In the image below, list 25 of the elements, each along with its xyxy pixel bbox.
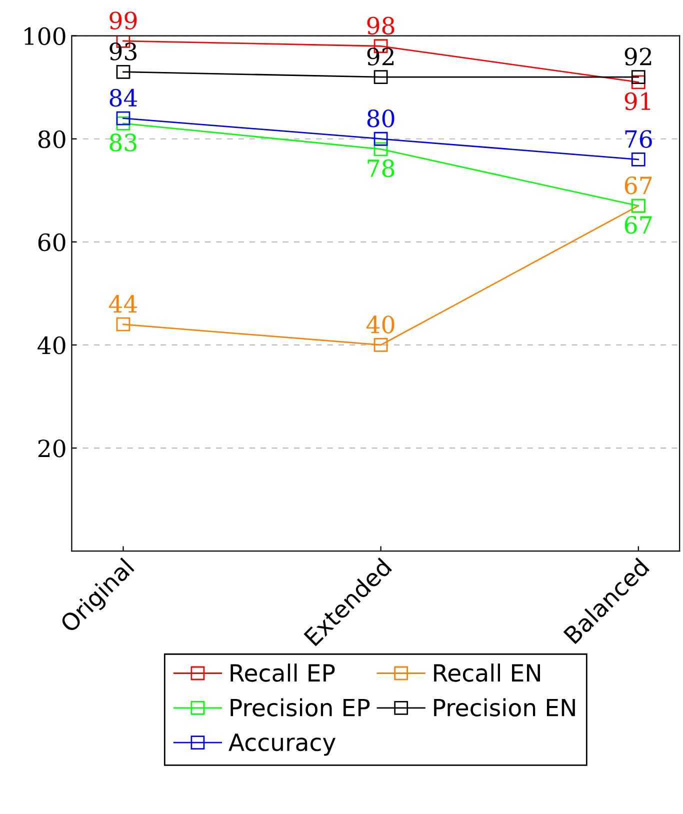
data-label: 99 bbox=[110, 12, 137, 30]
data-label: 98 bbox=[367, 16, 394, 35]
legend-label: Recall EN bbox=[434, 664, 540, 682]
y-tick-label: 60 bbox=[38, 233, 66, 252]
data-label: 92 bbox=[624, 48, 652, 66]
y-tick-label: 100 bbox=[24, 27, 66, 46]
y-tick-label: 80 bbox=[38, 130, 66, 148]
data-label: 83 bbox=[110, 134, 136, 152]
data-label: 78 bbox=[368, 159, 394, 178]
data-label: 84 bbox=[110, 88, 138, 107]
data-label: 40 bbox=[366, 316, 394, 334]
data-label: 93 bbox=[110, 42, 136, 60]
legend-label: Recall EP bbox=[230, 664, 335, 682]
legend-label: Precision EN bbox=[434, 698, 575, 717]
data-label: 67 bbox=[624, 216, 652, 234]
legend-label: Accuracy bbox=[228, 734, 336, 756]
y-tick-label: 20 bbox=[38, 439, 66, 458]
data-label: 44 bbox=[108, 294, 138, 313]
legend-label: Precision EP bbox=[230, 698, 370, 717]
data-label: 91 bbox=[624, 92, 650, 110]
data-label: 80 bbox=[367, 109, 394, 128]
y-tick-label: 40 bbox=[38, 336, 66, 354]
data-label: 76 bbox=[625, 130, 652, 148]
data-label: 92 bbox=[367, 48, 394, 66]
data-label: 67 bbox=[624, 176, 652, 194]
